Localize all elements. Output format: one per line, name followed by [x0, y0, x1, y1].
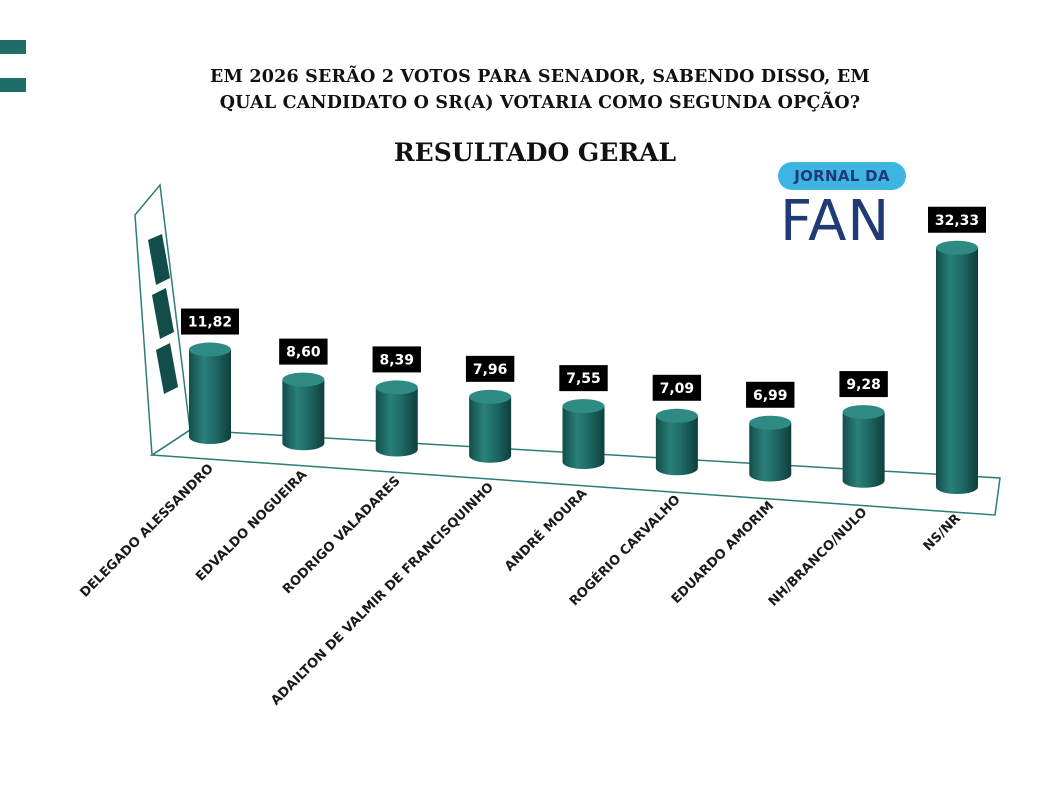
- category-label: ANDRÉ MOURA: [501, 486, 590, 575]
- category-label: NH/BRANCO/NULO: [766, 505, 871, 610]
- value-label: 8,39: [372, 346, 421, 373]
- value-label-bg: [559, 365, 608, 392]
- bar-top: [562, 399, 605, 414]
- value-label: 32,33: [928, 206, 986, 233]
- wall-pattern-block: [148, 234, 170, 285]
- bar-top: [189, 342, 231, 357]
- value-label-bg: [839, 371, 888, 398]
- value-label-bg: [746, 381, 795, 408]
- bar: [189, 342, 231, 444]
- value-label-bg: [928, 206, 986, 233]
- value-label-bg: [465, 355, 515, 382]
- logo-pill: JORNAL DA: [778, 162, 906, 190]
- bar: [655, 408, 698, 476]
- value-label: 7,96: [465, 355, 515, 382]
- bar-top: [469, 389, 512, 404]
- bar: [375, 380, 418, 457]
- bar-top: [842, 405, 885, 420]
- value-label: 11,82: [181, 308, 239, 335]
- bar-body: [189, 349, 231, 444]
- wall-pattern-block: [156, 343, 178, 394]
- value-label-text: 32,33: [935, 213, 979, 229]
- bar-top: [282, 372, 325, 387]
- bar-body: [375, 387, 418, 457]
- value-label-bg: [652, 374, 702, 401]
- bar: [842, 405, 885, 488]
- value-label-bg: [372, 346, 421, 373]
- value-label-text: 7,55: [566, 371, 601, 387]
- bar-body: [936, 247, 978, 494]
- chart-title-line-2: QUAL CANDIDATO O SR(A) VOTARIA COMO SEGU…: [219, 93, 861, 113]
- value-label: 7,55: [559, 365, 608, 392]
- value-label-text: 8,60: [286, 345, 321, 361]
- value-label-text: 7,96: [473, 362, 508, 378]
- value-label-text: 11,82: [188, 315, 232, 331]
- bar-body: [749, 422, 792, 482]
- category-label: NS/NR: [921, 511, 964, 554]
- logo-wordmark: FAN: [780, 189, 891, 254]
- value-label-text: 7,09: [660, 381, 695, 397]
- jornal-da-fan-logo: JORNAL DA FAN: [778, 162, 908, 257]
- bar-body: [469, 396, 512, 463]
- bar-top: [749, 415, 792, 430]
- value-label: 8,60: [279, 338, 328, 365]
- value-label: 6,99: [746, 381, 795, 408]
- bar: [936, 240, 978, 494]
- chart-title-line-1: EM 2026 SERÃO 2 VOTOS PARA SENADOR, SABE…: [209, 67, 870, 87]
- value-label: 7,09: [652, 374, 702, 401]
- category-label: ROGÉRIO CARVALHO: [566, 492, 683, 609]
- value-label-bg: [279, 338, 328, 365]
- bar: [749, 415, 792, 482]
- bar: [562, 399, 605, 469]
- bar: [469, 389, 512, 463]
- value-label-text: 8,39: [379, 352, 414, 368]
- category-label: ADAILTON DE VALMIR DE FRANCISQUINHO: [268, 480, 497, 709]
- category-label: DELEGADO ALESSANDRO: [77, 461, 216, 600]
- category-label: EDVALDO NOGUEIRA: [193, 467, 310, 584]
- chart-title: EM 2026 SERÃO 2 VOTOS PARA SENADOR, SABE…: [120, 64, 960, 116]
- bar-body: [282, 379, 325, 451]
- value-label-text: 9,28: [846, 377, 881, 393]
- category-label: EDUARDO AMORIM: [669, 499, 777, 607]
- bar-top: [936, 240, 978, 255]
- corner-mark-bottom: [0, 78, 26, 92]
- value-label: 9,28: [839, 371, 888, 398]
- value-label-bg: [181, 308, 239, 335]
- value-label-text: 6,99: [753, 388, 788, 404]
- corner-mark-top: [0, 40, 26, 54]
- bar-series: 11,82 8,60 8,39 7,96 7,55 7,09 6,99 9,28 32,33: [181, 206, 986, 494]
- chart-subtitle: RESULTADO GERAL: [393, 138, 677, 167]
- chart-frame: [134, 183, 1001, 516]
- bar-body: [842, 412, 885, 488]
- category-label: RODRIGO VALADARES: [280, 474, 403, 597]
- wall-pattern-block: [152, 288, 174, 339]
- bar-body: [655, 415, 698, 476]
- bar-top: [375, 380, 418, 395]
- bar-body: [562, 406, 605, 469]
- bar: [282, 372, 325, 451]
- bar-top: [655, 408, 698, 423]
